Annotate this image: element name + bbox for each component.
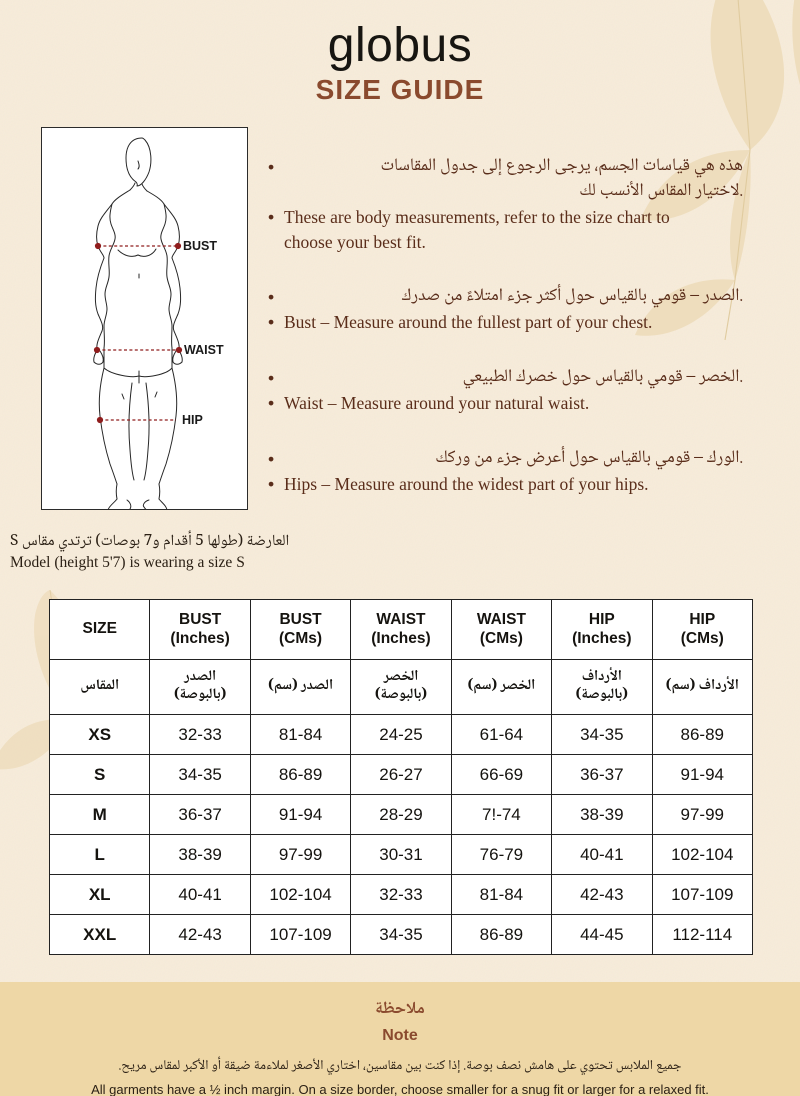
svg-text:HIP: HIP bbox=[182, 413, 203, 427]
svg-text:BUST: BUST bbox=[183, 239, 217, 253]
svg-text:WAIST: WAIST bbox=[184, 343, 224, 357]
